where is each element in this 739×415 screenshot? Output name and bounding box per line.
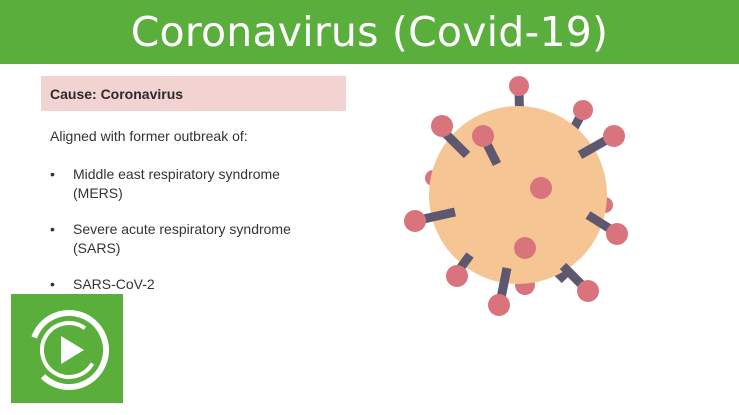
intro-text: Aligned with former outbreak of: [50,128,248,144]
play-button-logo[interactable] [11,294,123,403]
outbreak-list: Middle east respiratory syndrome (MERS) … [50,165,340,294]
cause-label: Cause: Coronavirus [50,85,184,102]
list-item-line: (MERS) [73,185,123,201]
spikes-front [404,115,628,316]
list-item: SARS-CoV-2 [50,275,340,294]
list-item-line: Middle east respiratory syndrome [73,166,280,182]
list-item: Middle east respiratory syndrome (MERS) [50,165,340,203]
coronavirus-icon [404,76,628,316]
list-item-line: Severe acute respiratory syndrome [73,221,291,237]
title-bar: Coronavirus (Covid-19) [0,0,739,64]
cause-highlight-box: Cause: Coronavirus [41,76,346,111]
list-item: Severe acute respiratory syndrome (SARS) [50,220,340,258]
list-item-line: SARS-CoV-2 [73,276,155,292]
virus-body [429,106,607,284]
slide-title: Coronavirus (Covid-19) [130,8,609,56]
list-item-line: (SARS) [73,240,121,256]
